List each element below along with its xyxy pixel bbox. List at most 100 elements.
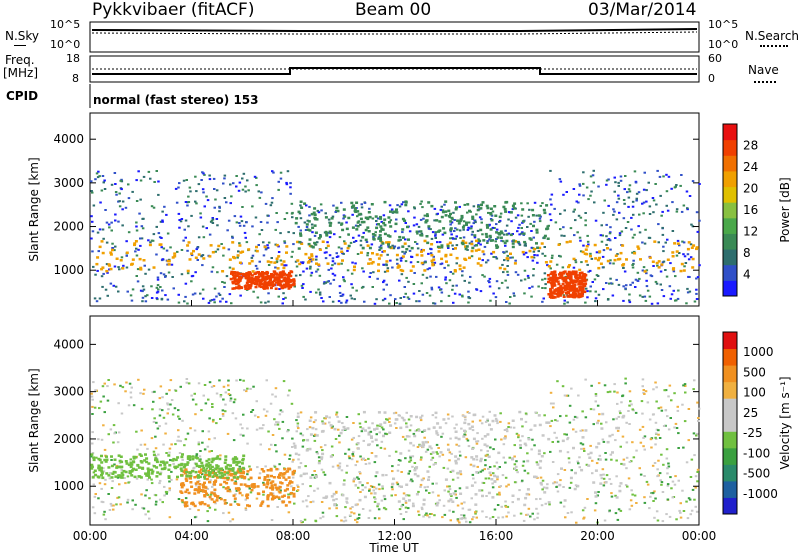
- feature-cell: [287, 467, 291, 471]
- scatter-cell: [195, 190, 198, 193]
- scatter-cell: [562, 193, 565, 196]
- feature-cell: [285, 279, 289, 283]
- feature-cell: [633, 252, 637, 255]
- feature-cell: [341, 228, 345, 232]
- scatter-cell: [654, 183, 657, 185]
- feature-cell: [180, 483, 183, 486]
- scatter-cell: [407, 245, 411, 248]
- feature-cell: [569, 476, 573, 480]
- feature-cell: [186, 269, 190, 273]
- scatter-cell: [373, 517, 377, 520]
- scatter-cell: [233, 500, 237, 503]
- feature-cell: [267, 283, 271, 286]
- scatter-cell: [178, 417, 181, 420]
- scatter-cell: [177, 415, 180, 418]
- scatter-cell: [420, 506, 424, 509]
- scatter-cell: [631, 281, 634, 284]
- scatter-cell: [156, 427, 160, 430]
- scatter-cell: [541, 479, 545, 482]
- feature-cell: [574, 272, 578, 276]
- scatter-cell: [201, 171, 204, 174]
- scatter-cell: [491, 210, 495, 213]
- scatter-cell: [535, 507, 538, 510]
- feature-cell: [449, 498, 453, 501]
- scatter-cell: [201, 288, 205, 291]
- scatter-cell: [274, 243, 277, 246]
- scatter-cell: [674, 475, 677, 478]
- feature-cell: [356, 442, 360, 445]
- scatter-cell: [508, 456, 511, 459]
- scatter-cell: [513, 444, 516, 447]
- feature-cell: [475, 455, 479, 458]
- scatter-cell: [693, 454, 696, 457]
- scatter-cell: [336, 464, 340, 467]
- scatter-cell: [183, 300, 186, 303]
- scatter-cell: [191, 398, 195, 401]
- scatter-cell: [648, 418, 652, 421]
- scatter-cell: [378, 431, 381, 434]
- feature-cell: [596, 258, 600, 262]
- feature-cell: [553, 296, 557, 299]
- feature-cell: [484, 232, 488, 236]
- scatter-cell: [424, 450, 428, 453]
- scatter-cell: [250, 256, 254, 259]
- feature-cell: [245, 484, 249, 488]
- feature-cell: [215, 474, 219, 477]
- feature-cell: [242, 454, 246, 457]
- feature-cell: [565, 291, 568, 295]
- scatter-cell: [533, 201, 537, 204]
- scatter-cell: [140, 429, 143, 432]
- scatter-cell: [553, 207, 556, 210]
- scatter-cell: [93, 406, 97, 409]
- scatter-cell: [342, 278, 346, 281]
- feature-cell: [143, 459, 147, 462]
- velocity-plot: [89, 315, 701, 526]
- feature-cell: [454, 436, 458, 440]
- scatter-cell: [301, 445, 305, 448]
- scatter-cell: [638, 277, 641, 280]
- scatter-cell: [532, 250, 536, 253]
- feature-cell: [572, 446, 575, 450]
- scatter-cell: [450, 452, 453, 455]
- feature-cell: [201, 490, 205, 493]
- scatter-cell: [662, 175, 665, 178]
- scatter-cell: [631, 236, 635, 239]
- scatter-cell: [448, 459, 451, 462]
- scatter-cell: [529, 515, 532, 518]
- feature-cell: [321, 240, 325, 243]
- feature-cell: [282, 476, 286, 479]
- feature-cell: [370, 436, 373, 439]
- feature-cell: [564, 281, 568, 284]
- scatter-cell: [455, 423, 458, 426]
- feature-cell: [465, 486, 469, 489]
- scatter-cell: [570, 511, 573, 514]
- feature-cell: [559, 284, 563, 288]
- feature-cell: [405, 483, 409, 486]
- power-plot: [89, 112, 701, 307]
- scatter-cell: [596, 275, 600, 277]
- scatter-cell: [228, 293, 232, 296]
- feature-cell: [375, 253, 379, 256]
- scatter-cell: [597, 293, 601, 296]
- scatter-cell: [180, 273, 184, 276]
- feature-cell: [472, 464, 476, 468]
- feature-cell: [213, 483, 217, 486]
- scatter-cell: [471, 420, 474, 423]
- scatter-cell: [328, 236, 332, 239]
- scatter-cell: [117, 496, 121, 499]
- scatter-cell: [93, 495, 97, 498]
- feature-cell: [111, 472, 115, 475]
- scatter-cell: [411, 455, 415, 458]
- scatter-cell: [682, 384, 685, 387]
- scatter-cell: [638, 428, 642, 431]
- scatter-cell: [202, 172, 205, 175]
- scatter-cell: [362, 439, 365, 442]
- feature-cell: [440, 244, 444, 247]
- scatter-cell: [373, 461, 377, 464]
- scatter-cell: [505, 515, 508, 518]
- scatter-cell: [450, 495, 453, 497]
- scatter-cell: [207, 430, 211, 433]
- scatter-cell: [645, 480, 649, 483]
- feature-cell: [435, 432, 439, 435]
- scatter-cell: [296, 412, 300, 415]
